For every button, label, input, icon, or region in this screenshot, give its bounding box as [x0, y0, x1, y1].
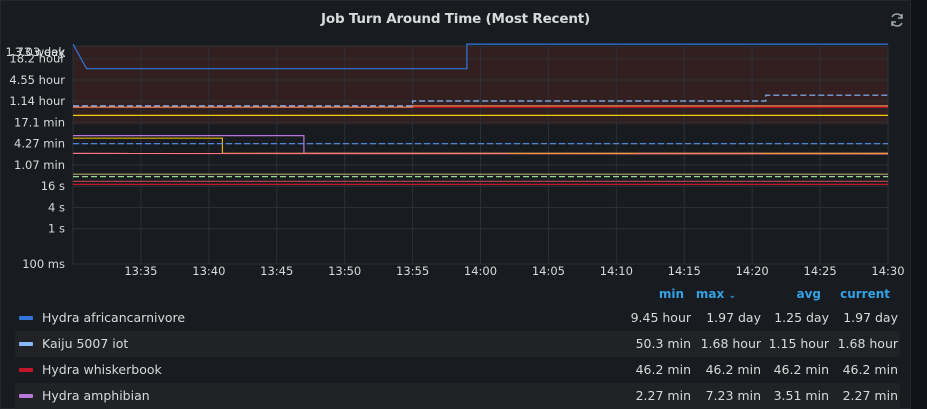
x-tick-label: 14:20: [736, 264, 769, 278]
panel-title: Job Turn Around Time (Most Recent): [321, 11, 590, 27]
series-color-swatch: [19, 368, 33, 372]
legend-table: Hydra africancarnivore 9.45 hour 1.97 da…: [15, 305, 900, 409]
series-max: 46.2 min: [705, 362, 761, 377]
series-color-swatch: [19, 394, 33, 398]
series-current: 1.68 hour: [837, 336, 898, 351]
refresh-icon[interactable]: [888, 11, 906, 29]
col-current[interactable]: current: [840, 287, 890, 301]
x-tick-label: 14:00: [464, 264, 497, 278]
series-line: [72, 43, 888, 70]
y-tick-label: 1.07 min: [14, 158, 65, 172]
y-tick-label: 3.03 day: [15, 45, 66, 59]
series-current: 46.2 min: [842, 362, 898, 377]
plot-area-border: [72, 45, 889, 265]
series-min: 2.27 min: [635, 388, 691, 403]
series-avg: 46.2 min: [773, 362, 829, 377]
x-tick-label: 13:50: [328, 264, 361, 278]
series-max: 1.97 day: [706, 310, 761, 325]
series-min: 46.2 min: [635, 362, 691, 377]
x-tick-label: 14:10: [600, 264, 633, 278]
col-max[interactable]: max ⌄: [696, 287, 736, 301]
series-line: [73, 94, 888, 107]
x-tick-label: 14:15: [668, 264, 701, 278]
col-avg[interactable]: avg: [796, 287, 821, 301]
y-tick-label: 1.14 hour: [9, 94, 65, 108]
x-tick-label: 13:35: [124, 264, 157, 278]
series-color-swatch: [19, 342, 33, 346]
y-tick-label: 4.55 hour: [9, 73, 65, 87]
chevron-down-icon: ⌄: [728, 291, 736, 301]
series-name[interactable]: Hydra whiskerbook: [42, 362, 162, 377]
series-avg: 1.15 hour: [768, 336, 829, 351]
y-tick-label: 16 s: [41, 179, 65, 193]
y-tick-label: 17.1 min: [14, 115, 65, 129]
legend-row[interactable]: Kaiju 5007 iot 50.3 min 1.68 hour 1.15 h…: [15, 331, 900, 357]
series-line: [72, 152, 889, 155]
legend-row[interactable]: Hydra amphibian 2.27 min 7.23 min 3.51 m…: [15, 383, 900, 409]
x-tick-label: 13:55: [396, 264, 429, 278]
series-avg: 3.51 min: [773, 388, 829, 403]
series-max: 7.23 min: [705, 388, 761, 403]
series-avg: 1.25 day: [774, 310, 829, 325]
series-current: 1.97 day: [843, 310, 898, 325]
series-current: 2.27 min: [842, 388, 898, 403]
x-tick-label: 13:40: [192, 264, 225, 278]
series-color-swatch: [19, 316, 33, 320]
series-name[interactable]: Kaiju 5007 iot: [42, 336, 129, 351]
x-tick-label: 14:25: [804, 264, 837, 278]
refresh-icon-glyph: [891, 13, 903, 27]
series-line: [73, 105, 888, 108]
legend-header: min max ⌄ avg current: [1, 287, 912, 303]
series-name[interactable]: Hydra africancarnivore: [42, 310, 186, 325]
y-tick-label: 4.27 min: [14, 137, 65, 151]
series-min: 9.45 hour: [630, 310, 691, 325]
series-name[interactable]: Hydra amphibian: [42, 388, 150, 403]
y-tick-label: 4 s: [48, 200, 65, 214]
col-min[interactable]: min: [658, 287, 684, 301]
y-tick-label: 1.73 week: [6, 45, 66, 59]
y-tick-label: 1 s: [48, 222, 65, 236]
col-max-label: max: [695, 287, 725, 301]
y-tick-label: 18.2 hour: [9, 52, 65, 66]
series-max: 1.68 hour: [700, 336, 761, 351]
legend-row[interactable]: Hydra africancarnivore 9.45 hour 1.97 da…: [15, 305, 900, 331]
x-tick-label: 13:45: [260, 264, 293, 278]
series-min: 50.3 min: [635, 336, 691, 351]
x-tick-label: 14:30: [871, 264, 904, 278]
scrollbar-gutter: [911, 0, 927, 409]
x-tick-label: 14:05: [532, 264, 565, 278]
legend-row[interactable]: Hydra whiskerbook 46.2 min 46.2 min 46.2…: [15, 357, 900, 383]
y-tick-label: 100 ms: [22, 257, 65, 271]
